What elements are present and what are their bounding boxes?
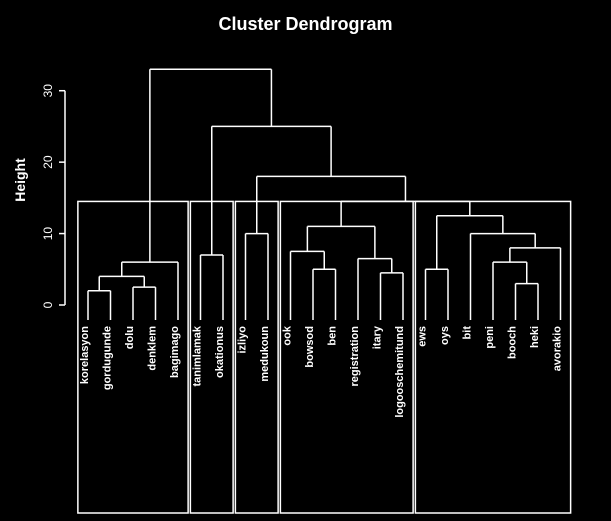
y-tick-label: 10 [41, 227, 55, 241]
y-axis-label: Height [12, 158, 28, 202]
y-tick-label: 30 [41, 84, 55, 98]
cluster-dendrogram: Cluster Dendrogram 0 10 20 30 Height korelasyo… [0, 0, 611, 521]
leaf-label: ews [417, 326, 429, 347]
leaf-label: booch [507, 326, 519, 359]
leaf-label: izliyo [237, 326, 249, 354]
leaf-label: registration [349, 326, 361, 387]
y-tick-label: 20 [41, 155, 55, 169]
leaf-label: heki [529, 326, 541, 348]
chart-title: Cluster Dendrogram [218, 14, 392, 34]
leaf-label: medukoun [259, 326, 271, 382]
leaf-label: itary [372, 325, 384, 349]
leaf-label: gordugunde [102, 326, 114, 390]
leaf-label: dolu [124, 326, 136, 349]
leaf-label: korelasyon [79, 326, 91, 384]
leaf-label: ben [327, 326, 339, 346]
leaf-label: avorakio [552, 326, 564, 372]
y-tick-label: 0 [41, 301, 55, 308]
cluster-box [235, 201, 278, 513]
leaf-label: oys [439, 326, 451, 345]
leaf-label: bagimago [169, 326, 181, 378]
leaf-label: logooschemitund [394, 326, 406, 418]
leaf-label: okationus [214, 326, 226, 378]
leaf-label: tanimlamak [192, 325, 204, 386]
leaf-label: bit [462, 326, 474, 340]
leaf-label: peni [484, 326, 496, 349]
leaf-label: denklem [147, 326, 159, 371]
leaf-label: ook [282, 325, 294, 345]
leaf-label: bowsod [304, 326, 316, 368]
